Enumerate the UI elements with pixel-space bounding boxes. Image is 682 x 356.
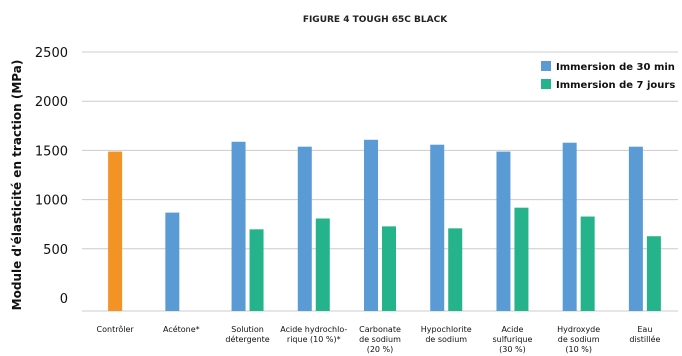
bar-series-1	[562, 142, 577, 311]
bar-series-1	[231, 141, 246, 311]
bar-series-2	[646, 236, 661, 311]
bar-series-2	[448, 228, 463, 311]
bar-series-1	[496, 151, 511, 311]
x-axis-ticks: Contrôler Acétone* Solution détergente Acide…	[97, 324, 661, 354]
bar-series-2	[382, 226, 396, 311]
bars	[108, 139, 661, 311]
bar-series-1	[297, 146, 312, 311]
legend-label: Immersion de 7 jours	[556, 80, 675, 91]
bar-control	[108, 151, 123, 311]
x-tick-label: Eau distillée	[629, 325, 660, 344]
bar-series-2	[249, 229, 264, 311]
x-tick-label: Contrôler	[97, 324, 135, 334]
x-tick-label: Acétone*	[163, 324, 200, 334]
bar-series-1	[364, 139, 378, 311]
bar-series-1	[165, 212, 180, 311]
bar-series-2	[315, 218, 330, 311]
grid	[82, 51, 678, 312]
y-tick-label: 2500	[35, 46, 68, 61]
chart-title: FIGURE 4 TOUGH 65C BLACK	[303, 15, 448, 25]
legend-swatch	[541, 61, 551, 71]
bar-series-2	[514, 207, 529, 311]
legend: Immersion de 30 min Immersion de 7 jours	[541, 61, 675, 91]
y-tick-label: 1500	[35, 144, 68, 159]
y-axis-ticks: 0 500 1000 1500 2000 2500	[35, 46, 68, 307]
x-tick-label: Hydroxyde de sodium (10 %)	[557, 325, 600, 354]
x-tick-label: Solution détergente	[225, 325, 269, 344]
bar-series-1	[628, 146, 643, 311]
y-axis-label: Module d'élasticité en traction (MPa)	[10, 60, 24, 311]
x-tick-label: Acide sulfurique (30 %)	[492, 325, 532, 354]
x-tick-label: Hypochlorite de sodium	[421, 325, 472, 344]
bar-series-1	[430, 144, 445, 311]
y-tick-label: 2000	[35, 95, 68, 110]
x-tick-label: Acide hydrochlo-rique (10 %)*	[280, 325, 347, 344]
y-tick-label: 500	[43, 243, 68, 258]
legend-label: Immersion de 30 min	[556, 62, 675, 73]
legend-swatch	[541, 79, 551, 89]
y-tick-label: 1000	[35, 194, 68, 209]
y-tick-label: 0	[60, 292, 68, 307]
bar-series-2	[580, 216, 595, 311]
x-tick-label: Carbonate de sodium (20 %)	[359, 325, 401, 354]
